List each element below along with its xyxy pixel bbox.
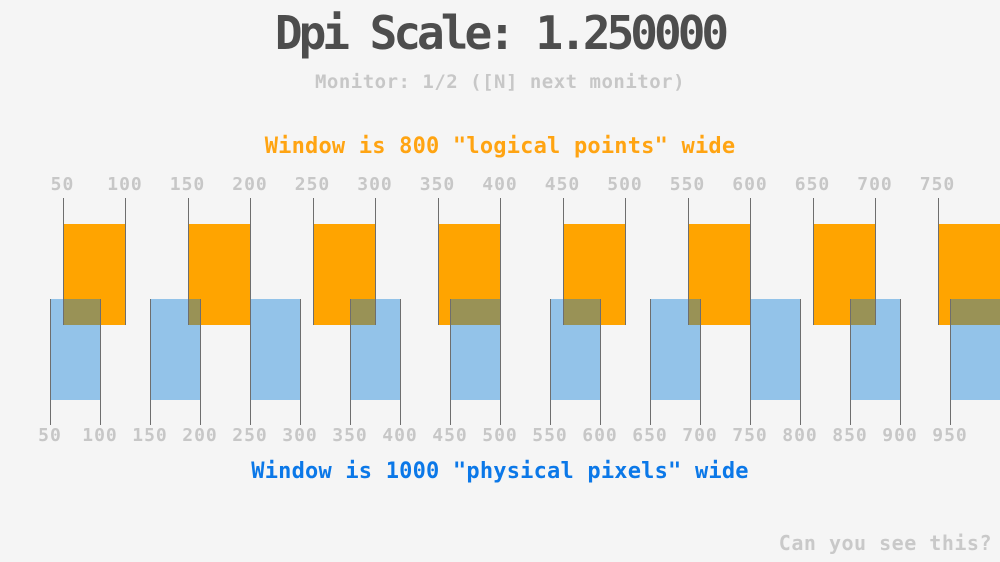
logical-points-bar — [562, 224, 625, 325]
physical-tick — [350, 299, 351, 425]
physical-tick — [700, 299, 701, 425]
physical-tick — [500, 299, 501, 425]
physical-pixels-bar — [750, 299, 800, 400]
physical-tick — [850, 299, 851, 425]
logical-tick-label: 550 — [669, 174, 706, 195]
physical-tick — [100, 299, 101, 425]
physical-tick-label: 250 — [232, 425, 268, 446]
logical-tick — [875, 198, 876, 325]
logical-tick — [687, 198, 689, 325]
dpi-scale-title: Dpi Scale: 1.250000 — [274, 6, 729, 60]
logical-tick — [750, 198, 751, 325]
logical-points-bar — [62, 224, 125, 325]
physical-tick-label: 950 — [932, 425, 968, 446]
logical-tick-label: 650 — [794, 174, 831, 195]
logical-tick — [562, 198, 564, 325]
physical-tick — [650, 299, 651, 425]
physical-tick-label: 350 — [332, 425, 368, 446]
physical-pixels-bar — [50, 299, 100, 400]
physical-tick — [750, 299, 751, 425]
physical-tick — [400, 299, 401, 425]
logical-tick — [500, 198, 501, 325]
physical-pixels-bar — [450, 299, 500, 400]
physical-tick — [250, 299, 251, 425]
logical-width-heading: Window is 800 "logical points" wide — [264, 134, 736, 159]
logical-tick-label: 50 — [50, 174, 75, 195]
logical-tick-label: 250 — [294, 174, 331, 195]
physical-tick-label: 200 — [182, 425, 218, 446]
physical-tick — [550, 299, 551, 425]
logical-tick — [187, 198, 189, 325]
physical-tick-label: 850 — [832, 425, 868, 446]
logical-points-bar — [937, 224, 1000, 325]
logical-tick — [437, 198, 439, 325]
physical-tick — [300, 299, 301, 425]
monitor-subtitle: Monitor: 1/2 ([N] next monitor) — [314, 71, 686, 93]
logical-tick — [812, 198, 814, 325]
logical-points-bar — [812, 224, 875, 325]
logical-tick — [625, 198, 626, 325]
physical-tick-label: 600 — [582, 425, 618, 446]
physical-tick-label: 800 — [782, 425, 818, 446]
logical-tick-label: 300 — [357, 174, 393, 195]
logical-tick — [62, 198, 64, 325]
physical-tick-label: 50 — [38, 425, 62, 446]
physical-tick — [150, 299, 151, 425]
physical-tick-label: 700 — [682, 425, 718, 446]
physical-pixels-bar — [950, 299, 1000, 400]
physical-tick-label: 300 — [282, 425, 318, 446]
logical-tick-label: 700 — [857, 174, 893, 195]
logical-tick-label: 450 — [544, 174, 581, 195]
logical-tick — [125, 198, 126, 325]
physical-pixels-bar — [650, 299, 700, 400]
physical-pixels-bar — [250, 299, 300, 400]
logical-points-bar — [437, 224, 500, 325]
logical-tick — [937, 198, 939, 325]
physical-tick-label: 450 — [432, 425, 468, 446]
logical-tick-label: 200 — [232, 174, 268, 195]
physical-tick-label: 150 — [132, 425, 168, 446]
logical-tick-label: 350 — [419, 174, 456, 195]
logical-points-bar — [187, 224, 250, 325]
logical-tick — [375, 198, 376, 325]
physical-tick — [450, 299, 451, 425]
physical-tick-label: 500 — [482, 425, 518, 446]
physical-tick — [800, 299, 801, 425]
physical-tick-label: 750 — [732, 425, 768, 446]
physical-tick — [50, 299, 51, 425]
logical-tick-label: 500 — [607, 174, 643, 195]
can-you-see-this-text: Can you see this? — [778, 531, 992, 555]
logical-points-bar — [312, 224, 375, 325]
physical-tick-label: 650 — [632, 425, 668, 446]
logical-tick — [250, 198, 251, 325]
logical-tick-label: 600 — [732, 174, 768, 195]
physical-pixels-bar — [150, 299, 200, 400]
physical-tick-label: 900 — [882, 425, 918, 446]
physical-width-heading: Window is 1000 "physical pixels" wide — [251, 459, 749, 484]
physical-tick — [200, 299, 201, 425]
physical-tick-label: 550 — [532, 425, 568, 446]
logical-points-bar — [687, 224, 750, 325]
logical-tick — [312, 198, 314, 325]
physical-tick — [600, 299, 601, 425]
physical-pixels-bar — [550, 299, 600, 400]
physical-tick-label: 100 — [82, 425, 118, 446]
logical-tick-label: 400 — [482, 174, 518, 195]
logical-tick-label: 750 — [919, 174, 956, 195]
logical-tick-label: 150 — [169, 174, 206, 195]
physical-tick — [950, 299, 951, 425]
physical-tick — [900, 299, 901, 425]
physical-tick-label: 400 — [382, 425, 418, 446]
logical-tick-label: 100 — [107, 174, 143, 195]
